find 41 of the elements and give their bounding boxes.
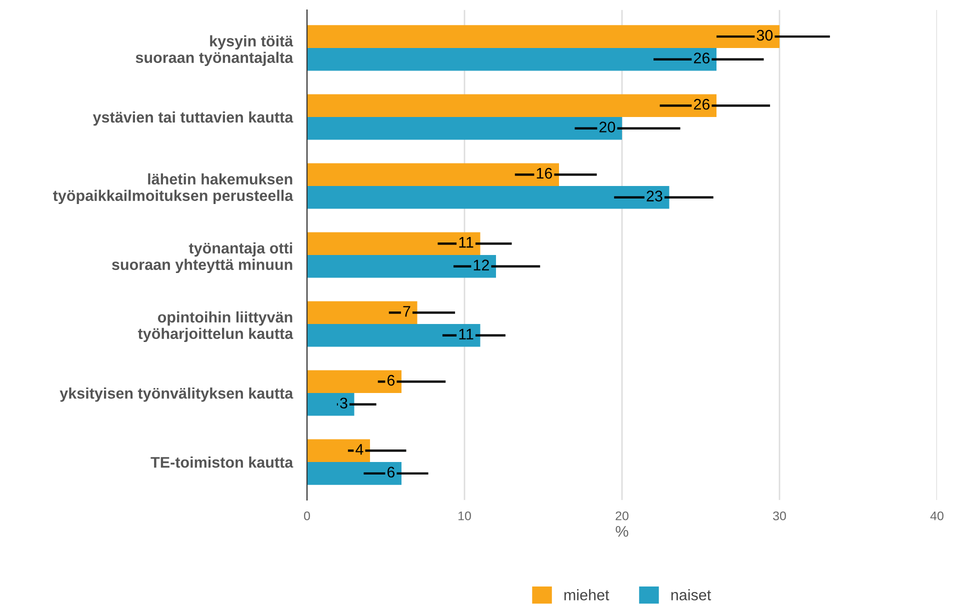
bar (307, 116, 622, 140)
data-label: 26 (694, 98, 710, 110)
x-tick-label: 30 (773, 511, 786, 520)
legend-label: naiset (671, 589, 712, 600)
y-tick-label: yksityisen työnvälityksen kautta (60, 387, 294, 402)
data-label: 11 (459, 328, 474, 340)
x-axis-title: % (616, 526, 628, 537)
bar (307, 25, 780, 48)
legend-label: miehet (564, 589, 610, 600)
y-tick-label: lähetin hakemuksen työpaikkailmoituksen perusteella (53, 173, 294, 204)
bar (307, 370, 402, 394)
bar (307, 48, 716, 71)
data-label: 23 (646, 190, 662, 202)
data-label: 11 (459, 237, 474, 248)
x-tick-label: 40 (930, 511, 944, 520)
data-label: 16 (536, 168, 552, 179)
data-label: 6 (387, 374, 395, 386)
data-label: 3 (340, 398, 348, 409)
data-label: 12 (474, 260, 489, 270)
data-label: 6 (387, 466, 395, 478)
data-label: 20 (599, 122, 616, 132)
x-tick-label: 20 (616, 511, 628, 520)
bar (307, 186, 670, 209)
bar (307, 232, 480, 255)
bar (307, 324, 480, 347)
y-tick-label: opintoihin liittyvän työharjoittelun kautta (138, 311, 294, 342)
data-label: 26 (694, 52, 710, 64)
bar (307, 301, 418, 324)
x-tick-label: 10 (458, 511, 471, 520)
bar (307, 255, 496, 278)
data-label: 7 (403, 306, 410, 317)
y-tick-label: kysyin töitä suoraan työnantajalta (136, 35, 294, 66)
y-tick-label: ystävien tai tuttavien kautta (92, 111, 294, 126)
bar (307, 163, 559, 186)
bar (307, 462, 402, 485)
y-tick-label: TE-toimiston kautta (150, 456, 294, 468)
data-label: 30 (756, 30, 773, 41)
data-label: 4 (356, 444, 364, 455)
x-tick-label: 0 (304, 511, 310, 520)
bar (307, 94, 716, 117)
y-tick-label: työnantaja otti suoraan yhteyttä minuun (112, 242, 292, 274)
